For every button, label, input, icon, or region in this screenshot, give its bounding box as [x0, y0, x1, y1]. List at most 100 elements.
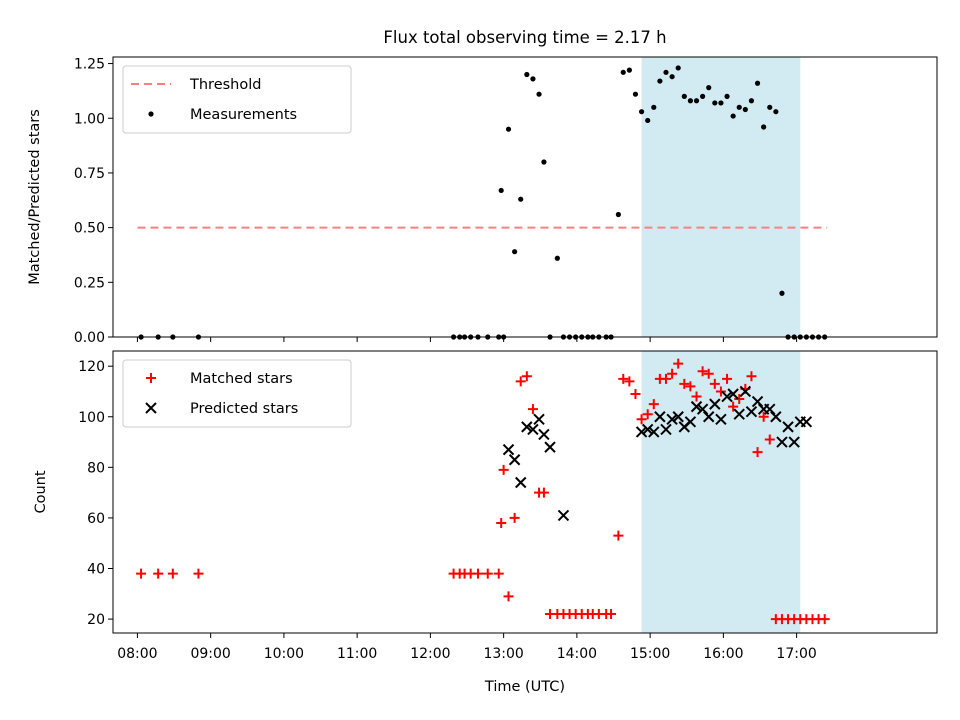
measurement-point [675, 65, 681, 71]
measurement-point [541, 159, 547, 165]
matched-star-marker [636, 414, 647, 425]
matched-star-marker [691, 391, 702, 402]
predicted-star-marker [733, 408, 745, 420]
top-panel: 0.00 0.25 0.50 0.75 1.00 1.25 Matched/Predicte… [27, 56, 938, 346]
y-tick-label: 1.00 [74, 111, 105, 127]
measurement-point [512, 249, 518, 255]
x-tick-label: 10:00 [264, 646, 304, 662]
y-tick-label: 80 [87, 460, 105, 476]
measurement-point [530, 76, 536, 82]
matched-star-marker [482, 568, 493, 579]
matched-star-marker [685, 381, 696, 392]
measurement-point [687, 98, 694, 104]
predicted-star-marker [666, 413, 678, 425]
x-tick-label: 08:00 [117, 646, 157, 662]
predicted-star-marker [502, 443, 515, 456]
predicted-star-marker [764, 403, 776, 415]
matched-star-marker [136, 568, 147, 579]
legend-box [122, 359, 352, 428]
y-tick-label: 60 [87, 511, 105, 527]
predicted-star-marker [684, 416, 697, 428]
predicted-star-marker [776, 436, 788, 448]
matched-star-marker [538, 487, 549, 498]
matched-star-marker [515, 376, 526, 387]
x-tick-label: 11:00 [337, 646, 377, 662]
y-axis-label: Count [33, 470, 49, 513]
measurement-point [524, 71, 530, 78]
axes-frame [112, 350, 938, 634]
matched-star-marker [734, 394, 745, 405]
measurement-point [638, 109, 645, 115]
measurement-point [712, 100, 718, 106]
measurement-point [700, 93, 706, 99]
matched-star-marker [624, 376, 635, 387]
matched-star-marker [606, 609, 617, 620]
bottom-panel: 20 40 60 80 100 120 08:00 09:00 10:00 11:00 12:00 1… [33, 350, 938, 695]
legend-box [122, 65, 352, 134]
measurement-point [645, 117, 651, 124]
predicted-star-marker [690, 400, 703, 413]
measurement-point [669, 74, 675, 80]
matched-star-marker [722, 373, 733, 384]
y-tick-label: 40 [87, 562, 105, 578]
predicted-star-marker [654, 411, 666, 423]
predicted-star-marker [635, 426, 648, 438]
measurement-point [730, 113, 736, 119]
legend-matched-swatch [146, 373, 156, 383]
predicted-star-marker [715, 413, 727, 425]
matched-star-marker [509, 512, 520, 523]
predicted-star-marker [709, 398, 721, 410]
measurement-point [505, 126, 512, 132]
matched-star-marker [473, 568, 484, 579]
x-axis-label: Time (UTC) [484, 679, 565, 695]
chart-title: Flux total observing time = 2.17 h [383, 28, 666, 47]
matched-star-marker [521, 371, 532, 382]
legend: Threshold Measurements [122, 65, 352, 134]
measurement-point [754, 80, 761, 86]
matched-star-marker [503, 591, 514, 602]
predicted-star-marker [648, 426, 660, 438]
matched-star-marker [819, 614, 830, 625]
predicted-star-marker [721, 390, 733, 403]
predicted-star-marker [727, 388, 739, 400]
measurement-point [536, 91, 542, 97]
measurement-point [779, 290, 785, 296]
matched-star-marker [648, 399, 659, 410]
predicted-star-marker [515, 476, 527, 489]
y-tick-label: 0.25 [74, 275, 105, 291]
legend-label: Threshold [189, 77, 261, 93]
predicted-star-marker [739, 385, 752, 398]
matched-star-marker [153, 568, 164, 579]
measurement-point [626, 67, 632, 73]
x-tick-label: 12:00 [410, 646, 450, 662]
predicted-star-marker [770, 411, 782, 423]
legend-label: Measurements [190, 107, 297, 123]
matched-star-marker [764, 434, 775, 445]
predicted-star-marker [800, 416, 813, 428]
y-tick-label: 1.25 [74, 57, 105, 73]
predicted-star-marker [660, 423, 672, 436]
predicted-star-marker [672, 411, 684, 423]
measurement-point [620, 69, 626, 75]
measurement-point [748, 98, 755, 104]
matched-star-marker [193, 568, 204, 579]
predicted-star-marker [703, 411, 715, 423]
predicted-star-marker [641, 423, 654, 436]
predicted-star-marker [544, 441, 556, 453]
predicted-star-marker [745, 405, 758, 418]
matched-star-marker [167, 568, 178, 579]
measurement-point [724, 93, 730, 99]
measurement-point [742, 106, 748, 113]
matched-star-marker [758, 411, 769, 422]
predicted-star-marker [508, 454, 521, 466]
predicted-star-marker [696, 403, 709, 415]
measurement-point [718, 100, 724, 106]
axes-frame [112, 56, 938, 338]
y-tick-label: 0.50 [74, 221, 105, 237]
measurement-point [663, 69, 669, 75]
legend-label: Matched stars [190, 371, 293, 387]
matched-star-marker [660, 373, 671, 384]
measurement-point [498, 187, 504, 194]
measurement-point [706, 85, 712, 91]
